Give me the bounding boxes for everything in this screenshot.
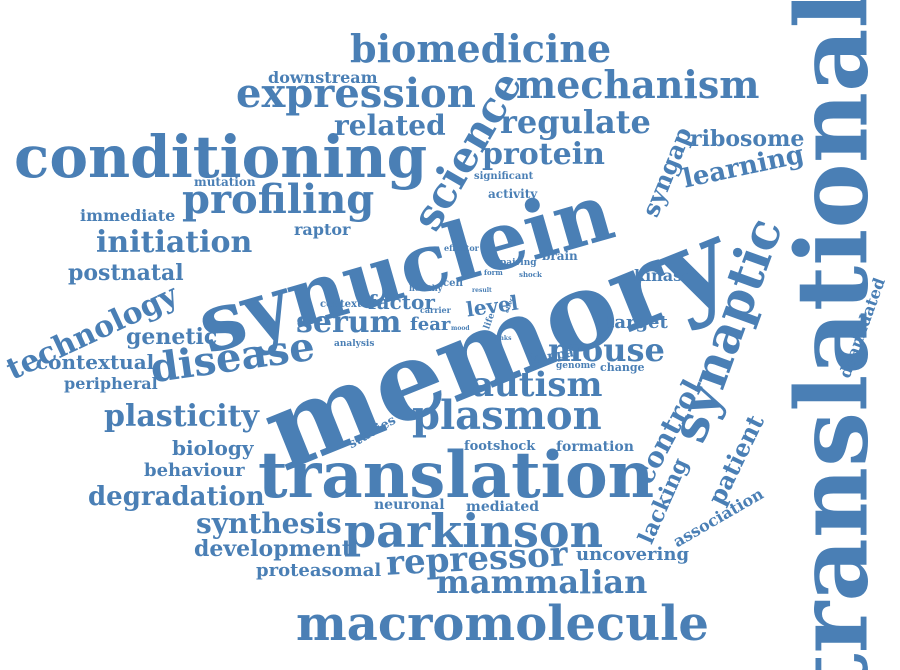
cloud-word: contextual	[36, 350, 155, 374]
cloud-word: plasmon	[412, 392, 602, 439]
cloud-word: biology	[172, 436, 254, 460]
cloud-word: regulate	[500, 103, 651, 141]
cloud-word: plasticity	[104, 399, 259, 434]
cloud-word: immediate	[80, 206, 176, 225]
cloud-word: result	[472, 287, 492, 294]
cloud-word: mouse	[548, 331, 665, 369]
cloud-word: degradation	[88, 482, 265, 512]
cloud-word: expression	[236, 70, 476, 117]
cloud-word: serum	[296, 305, 402, 340]
cloud-word: form	[484, 268, 503, 277]
cloud-word: protein	[482, 137, 605, 172]
cloud-word: initiation	[96, 225, 253, 260]
cloud-word: mediated	[466, 499, 540, 515]
cloud-word: mood	[451, 325, 470, 332]
cloud-word: postnatal	[68, 260, 184, 286]
cloud-word: pairing	[500, 258, 537, 268]
cloud-word: change	[600, 361, 645, 374]
cloud-word: activity	[488, 187, 538, 201]
cloud-word: cell	[443, 278, 464, 289]
cloud-word: analysis	[334, 339, 375, 349]
cloud-word: kinase	[634, 266, 693, 285]
cloud-word: brain	[542, 249, 578, 263]
cloud-word: conditioning	[14, 123, 428, 191]
cloud-word: effector	[444, 243, 479, 253]
cloud-word: downstream	[268, 68, 378, 87]
cloud-word: genetic	[126, 324, 218, 350]
cloud-word: genome	[556, 361, 596, 371]
cloud-word: translation	[258, 438, 655, 513]
cloud-word: mutation	[194, 175, 256, 189]
cloud-word: related	[334, 109, 446, 142]
cloud-word: shock	[519, 270, 542, 279]
cloud-word: target	[606, 312, 668, 333]
cloud-word: behaviour	[144, 460, 245, 481]
cloud-word: uncovering	[576, 544, 690, 565]
cloud-word: peripheral	[64, 374, 158, 393]
cloud-word: parkinson	[344, 504, 604, 558]
cloud-word: profiling	[182, 176, 375, 223]
cloud-word: carrier	[420, 305, 451, 315]
cloud-word: significant	[474, 171, 534, 182]
cloud-word: autism	[472, 365, 603, 405]
cloud-word: links	[495, 335, 512, 342]
cloud-word: footshock	[464, 439, 536, 454]
cloud-word: context	[320, 299, 362, 310]
cloud-word: synthesis	[196, 507, 342, 540]
cloud-word: ribosome	[690, 126, 805, 152]
cloud-word: factor	[368, 290, 435, 314]
cloud-word: biomedicine	[350, 26, 612, 71]
cloud-word: proteasomal	[256, 560, 382, 581]
cloud-word: neuronal	[374, 497, 445, 513]
cloud-word: fear	[410, 314, 451, 335]
cloud-word: formation	[556, 439, 634, 455]
cloud-word: mammalian	[436, 563, 648, 601]
cloud-word: mechanism	[516, 62, 760, 107]
cloud-word: macromolecule	[296, 596, 709, 652]
cloud-word: healthy	[409, 283, 443, 293]
cloud-word: raptor	[294, 220, 351, 239]
cloud-word: development	[194, 536, 353, 562]
